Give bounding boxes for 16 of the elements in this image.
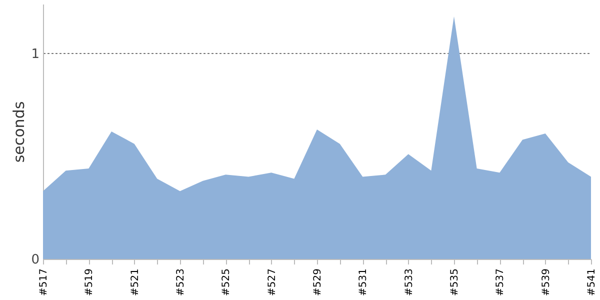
y-tick-label: 1 (31, 46, 40, 62)
x-tick-label: #535 (450, 268, 460, 296)
x-tick-label: #525 (221, 268, 232, 296)
x-tick-label: #529 (312, 268, 324, 296)
x-tick-label: #527 (266, 268, 278, 296)
x-tick-label: #531 (358, 268, 370, 296)
x-tick-label: #533 (404, 268, 415, 296)
x-tick-label: #521 (130, 268, 141, 296)
x-tick-label: #541 (586, 268, 598, 296)
x-tick-label: #517 (38, 268, 50, 296)
y-axis-title: seconds (10, 101, 28, 163)
x-tick-label: #519 (84, 268, 96, 296)
x-tick-label: #539 (540, 268, 552, 296)
x-tick-label: #523 (176, 268, 186, 296)
x-tick-label: #537 (495, 268, 506, 296)
y-tick-label: 0 (31, 252, 40, 268)
